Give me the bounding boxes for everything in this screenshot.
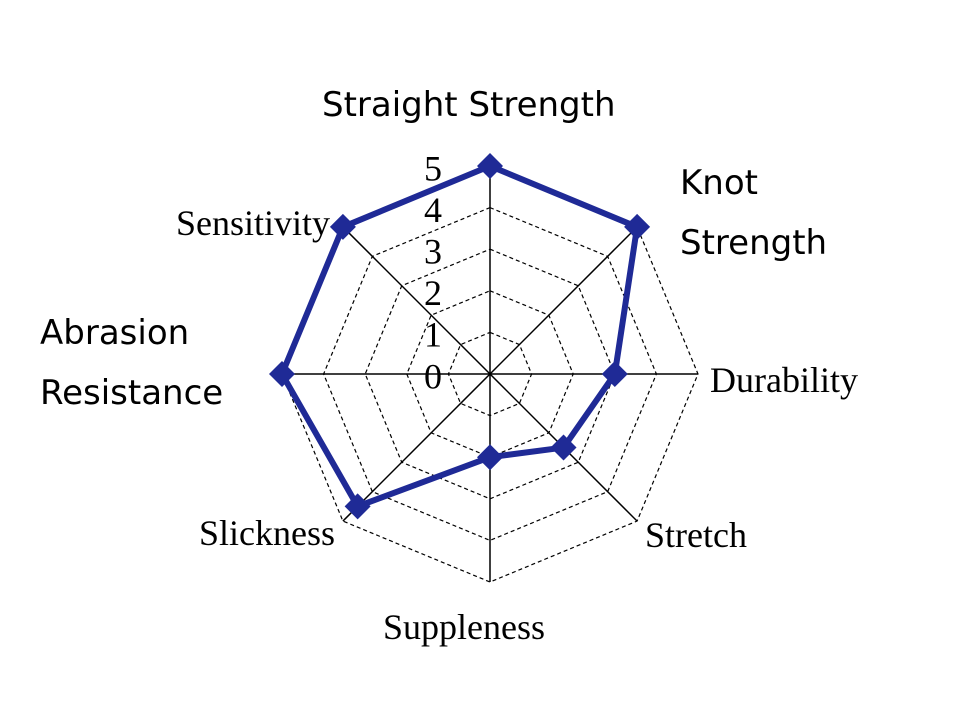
marker xyxy=(329,213,356,240)
marker xyxy=(550,434,577,461)
tick-label: 5 xyxy=(424,148,442,188)
marker xyxy=(477,153,503,179)
category-label: Stretch xyxy=(645,515,747,555)
marker xyxy=(477,444,503,471)
category-label: Abrasion Resistance xyxy=(40,313,224,413)
marker xyxy=(601,361,628,387)
category-label: Slickness xyxy=(198,513,335,553)
axis-line xyxy=(489,226,638,375)
marker xyxy=(344,493,371,520)
axis-line xyxy=(342,226,491,375)
marker xyxy=(624,213,651,240)
tick-label: 3 xyxy=(424,231,442,271)
grid-ring xyxy=(281,165,699,583)
category-label: Sensitivity xyxy=(175,203,330,243)
grid-ring xyxy=(364,248,616,500)
category-label: Suppleness xyxy=(383,607,545,647)
category-label: Straight Strength xyxy=(322,85,616,125)
tick-label: 1 xyxy=(424,315,442,355)
category-label: Durability xyxy=(710,360,858,400)
series-line xyxy=(279,163,641,510)
tick-label: 4 xyxy=(424,190,442,230)
marker xyxy=(269,361,295,387)
tick-label: 2 xyxy=(424,273,442,313)
category-label: Knot Strength xyxy=(680,163,828,263)
tick-label: 0 xyxy=(424,356,442,396)
axis-line xyxy=(342,373,491,522)
